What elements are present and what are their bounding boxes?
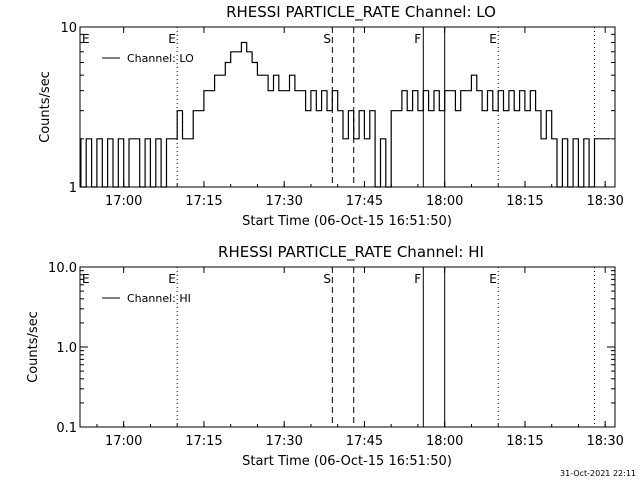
y-tick-label: 10 [60, 21, 77, 36]
event-marker-label: F [414, 272, 421, 286]
plot-frame-lo [79, 26, 616, 188]
x-tick-label: 17:00 [105, 434, 142, 449]
legend-label: Channel: HI [127, 292, 191, 305]
event-marker-label: E [489, 32, 497, 46]
chart-title-hi: RHESSI PARTICLE_RATE Channel: HI [218, 243, 484, 262]
x-tick-label: 18:15 [506, 434, 543, 449]
event-marker-label: F [414, 32, 421, 46]
hi-chart-marks: 17:00 17:15 17:30 17:45 18:00 18:15 18:30 10.0 1… [48, 261, 624, 449]
plot-frame-hi [79, 266, 616, 428]
event-marker-label: E [168, 32, 176, 46]
y-axis-label-lo: Counts/sec [38, 71, 53, 143]
x-tick-label: 17:15 [185, 194, 222, 209]
x-axis-label-lo: Start Time (06-Oct-15 16:51:50) [242, 214, 452, 229]
chart-title-lo: RHESSI PARTICLE_RATE Channel: LO [226, 3, 496, 22]
x-tick-label: 17:15 [185, 434, 222, 449]
x-axis-label-hi: Start Time (06-Oct-15 16:51:50) [242, 454, 452, 469]
x-tick-label: 18:30 [586, 194, 623, 209]
x-tick-label: 18:00 [426, 434, 463, 449]
event-marker-label: S [323, 272, 331, 286]
footer-timestamp: 31-Oct-2021 22:11 [560, 469, 636, 478]
x-tick-label: 17:45 [346, 194, 383, 209]
event-marker-label: S [323, 32, 331, 46]
x-tick-label: 17:30 [265, 194, 302, 209]
y-tick-label: 0.1 [56, 421, 77, 436]
lo-channel-panel: RHESSI PARTICLE_RATE Channel: LO Counts/… [38, 3, 624, 229]
y-tick-label: 1 [69, 181, 77, 196]
series-line-lo [80, 41, 611, 188]
y-tick-label: 10.0 [48, 261, 77, 276]
x-tick-label: 17:45 [346, 434, 383, 449]
y-tick-label: 1.0 [56, 341, 77, 356]
x-tick-label: 18:30 [586, 434, 623, 449]
event-marker-label: E [489, 272, 497, 286]
x-tick-label: 18:00 [426, 194, 463, 209]
y-axis-label-hi: Counts/sec [26, 311, 41, 383]
event-marker-label-left: E [82, 32, 90, 46]
x-tick-label: 18:15 [506, 194, 543, 209]
lo-chart-marks: 17:00 17:15 17:30 17:45 18:00 18:15 18:30 10 1 E S… [60, 21, 623, 209]
event-marker-label: E [168, 272, 176, 286]
legend-label: Channel: LO [127, 52, 194, 65]
x-tick-label: 17:00 [105, 194, 142, 209]
hi-channel-panel: RHESSI PARTICLE_RATE Channel: HI Counts/… [26, 243, 624, 469]
event-marker-label-left: E [82, 272, 90, 286]
x-tick-label: 17:30 [265, 434, 302, 449]
